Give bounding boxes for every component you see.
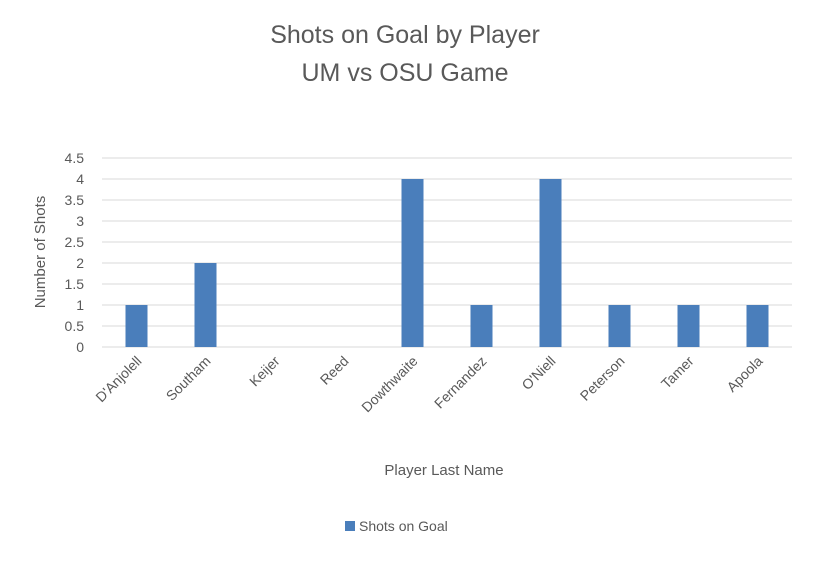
- bar: [401, 179, 424, 347]
- x-tick-label: Southam: [163, 353, 214, 404]
- y-tick-label: 1.5: [65, 276, 85, 292]
- gridlines: [102, 157, 792, 348]
- bar: [539, 179, 562, 347]
- x-tick-label: Dowthwaite: [358, 353, 421, 416]
- x-tick-label: D'Anjolell: [92, 353, 144, 405]
- x-tick-label: Peterson: [577, 353, 628, 404]
- y-axis-title: Number of Shots: [32, 196, 49, 309]
- y-tick-label: 0: [76, 339, 84, 355]
- x-axis-title: Player Last Name: [384, 462, 503, 479]
- legend-label: Shots on Goal: [359, 518, 448, 534]
- x-tick-label: Tamer: [658, 353, 697, 392]
- x-tick-label: Fernandez: [431, 353, 490, 412]
- y-tick-label: 0.5: [65, 318, 85, 334]
- y-tick-label: 4: [76, 171, 84, 187]
- y-axis-ticks: 0 0.5 1 1.5 2 2.5 3 3.5 4 4.5: [65, 150, 85, 355]
- bar: [677, 305, 700, 347]
- bar: [746, 305, 769, 347]
- x-tick-label: Keijer: [246, 353, 283, 390]
- bar: [608, 305, 631, 347]
- x-tick-label: Reed: [317, 353, 352, 388]
- bars: [125, 179, 769, 347]
- y-tick-label: 2.5: [65, 234, 85, 250]
- legend: Shots on Goal: [345, 518, 448, 534]
- x-axis-ticks: D'Anjolell Southam Keijer Reed Dowthwaite Fer…: [92, 353, 765, 416]
- x-tick-label: O'Niell: [518, 353, 558, 393]
- bar: [194, 263, 217, 347]
- y-tick-label: 4.5: [65, 150, 85, 166]
- x-tick-label: Apoola: [723, 353, 765, 395]
- bar: [470, 305, 493, 347]
- y-tick-label: 3.5: [65, 192, 85, 208]
- chart-title-line-1: Shots on Goal by Player: [270, 21, 540, 49]
- y-tick-label: 3: [76, 213, 84, 229]
- chart-title-line-2: UM vs OSU Game: [302, 59, 509, 87]
- bar: [125, 305, 148, 347]
- y-tick-label: 1: [76, 297, 84, 313]
- y-tick-label: 2: [76, 255, 84, 271]
- legend-swatch: [345, 521, 355, 531]
